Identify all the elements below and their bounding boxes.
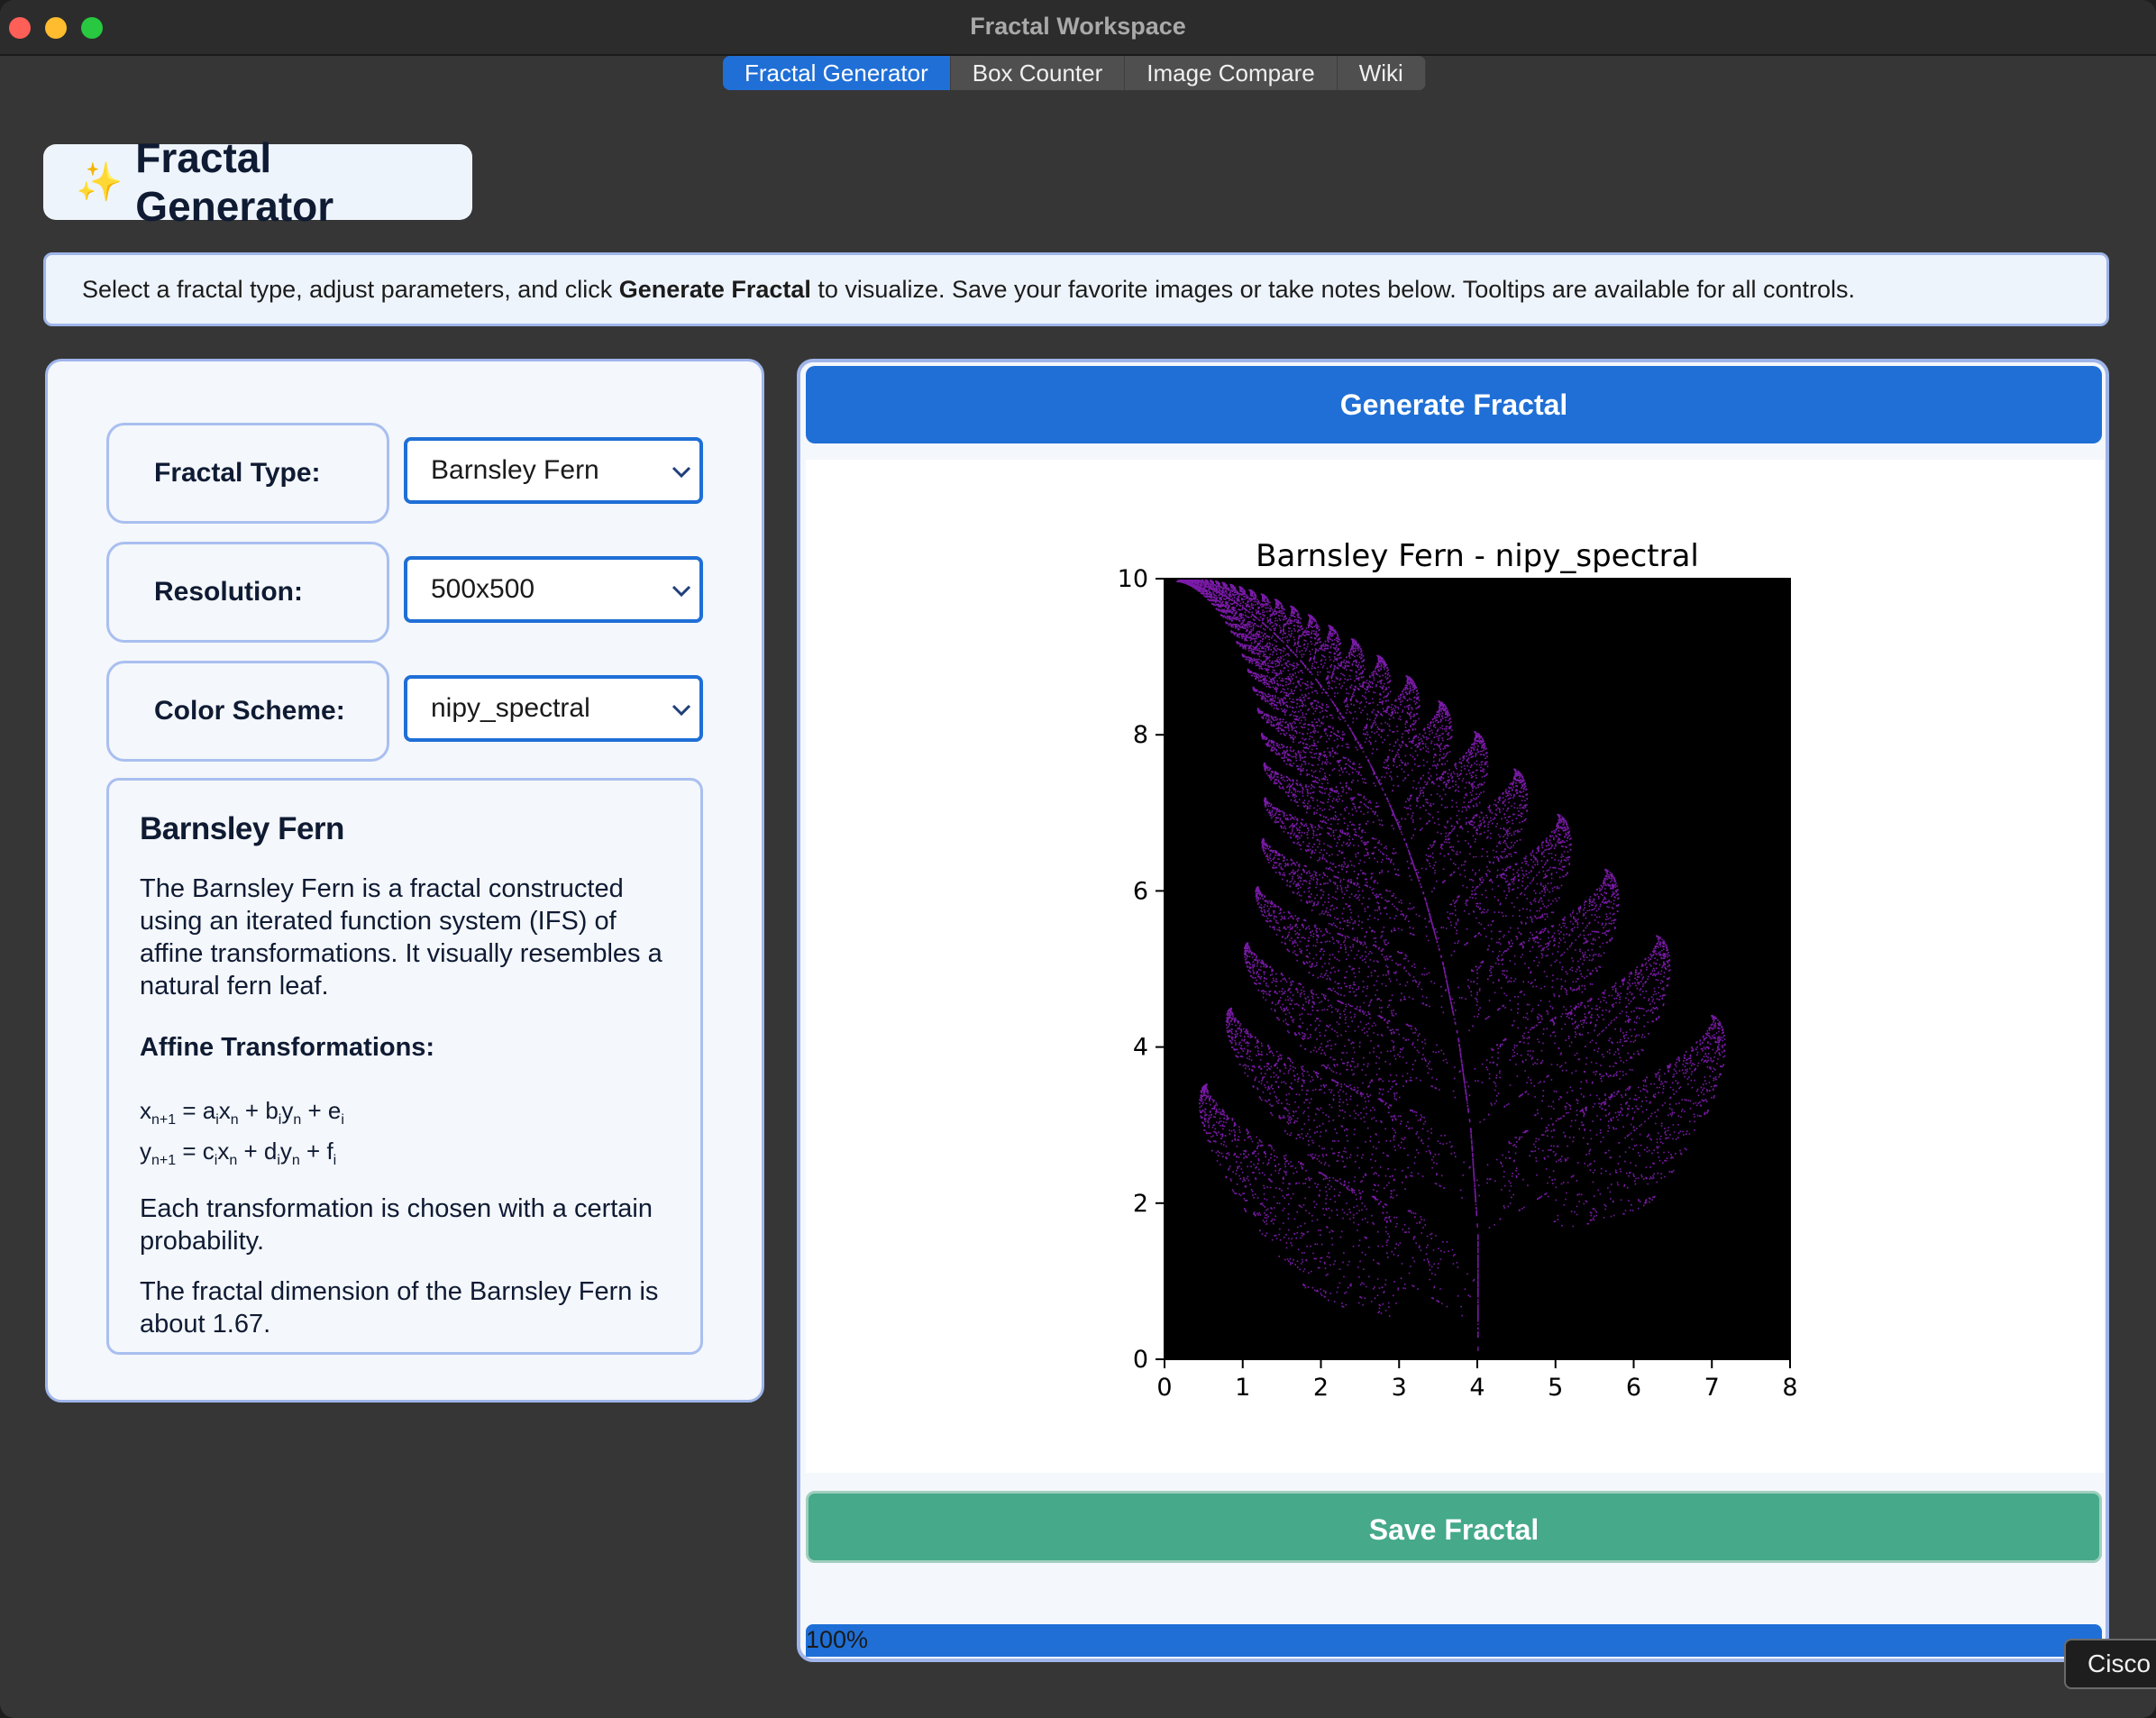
- info-description: The Barnsley Fern is a fractal construct…: [140, 874, 662, 1001]
- fractal-type-value: Barnsley Fern: [431, 455, 599, 485]
- tab-wiki[interactable]: Wiki: [1338, 56, 1426, 90]
- instructions-text-start: Select a fractal type, adjust parameters…: [82, 276, 619, 303]
- maximize-window-button[interactable]: [81, 17, 103, 39]
- y-tick-label: 8: [1133, 721, 1148, 749]
- sparkles-icon: ✨: [76, 160, 123, 203]
- x-tick-label: 0: [1156, 1374, 1172, 1402]
- resolution-label: Resolution:: [106, 542, 389, 643]
- fractal-chart: Barnsley Fern - nipy_spectral 0 1 2 3 4 5 6 7 80…: [1118, 538, 1798, 1402]
- fractal-type-label: Fractal Type:: [106, 423, 389, 524]
- x-tick-label: 8: [1782, 1374, 1797, 1402]
- y-tick-label: 2: [1133, 1190, 1148, 1218]
- chevron-down-icon: [671, 585, 691, 598]
- instructions-text-end: to visualize. Save your favorite images …: [810, 276, 1855, 303]
- x-tick-label: 5: [1548, 1374, 1563, 1402]
- progress-bar: 100%: [806, 1624, 2102, 1657]
- tab-box-counter[interactable]: Box Counter: [951, 56, 1126, 90]
- instructions-text-bold: Generate Fractal: [618, 276, 811, 303]
- page-title: Fractal Generator: [135, 134, 334, 230]
- y-tick-label: 4: [1133, 1034, 1148, 1062]
- progress-label: 100%: [806, 1626, 869, 1653]
- x-tick-label: 2: [1313, 1374, 1329, 1402]
- output-panel: Generate Fractal Barnsley Fern - nipy_sp…: [797, 359, 2109, 1662]
- resolution-value: 500x500: [431, 574, 535, 604]
- fractal-type-select[interactable]: Barnsley Fern: [404, 437, 703, 504]
- cisco-overlay-button[interactable]: Cisco: [2064, 1639, 2156, 1689]
- info-probability-note: Each transformation is chosen with a cer…: [140, 1194, 653, 1257]
- x-tick-label: 6: [1626, 1374, 1641, 1402]
- y-tick-label: 6: [1133, 877, 1148, 905]
- controls-panel: Fractal Type: Barnsley Fern Resolution: …: [45, 359, 764, 1403]
- color-scheme-select[interactable]: nipy_spectral: [404, 675, 703, 742]
- affine-formula: xn+1 = aixn + biyn + ei yn+1 = cixn + di…: [140, 1097, 344, 1169]
- resolution-select[interactable]: 500x500: [404, 556, 703, 623]
- x-tick-label: 1: [1235, 1374, 1250, 1402]
- x-tick-label: 3: [1392, 1374, 1407, 1402]
- x-tick-label: 7: [1704, 1374, 1720, 1402]
- info-dimension-note: The fractal dimension of the Barnsley Fe…: [140, 1277, 659, 1339]
- save-fractal-button[interactable]: Save Fractal: [806, 1491, 2102, 1563]
- x-tick-label: 4: [1469, 1374, 1485, 1402]
- page-heading: ✨ Fractal Generator: [43, 134, 472, 230]
- chart-axes: 0 1 2 3 4 5 6 7 8 0 2 4 6 8 10: [1118, 565, 1798, 1402]
- window-title: Fractal Workspace: [970, 13, 1186, 40]
- color-scheme-label: Color Scheme:: [106, 661, 389, 762]
- chevron-down-icon: [671, 704, 691, 717]
- fern-points: [1176, 578, 1726, 1351]
- chart-title: Barnsley Fern - nipy_spectral: [1256, 538, 1699, 574]
- close-window-button[interactable]: [9, 17, 31, 39]
- tab-fractal-generator[interactable]: Fractal Generator: [723, 56, 951, 90]
- title-bar: Fractal Workspace: [0, 0, 2156, 56]
- fern-point-cloud: [1176, 578, 1726, 1351]
- tab-bar: Fractal Generator Box Counter Image Comp…: [723, 56, 1426, 90]
- info-title: Barnsley Fern: [140, 811, 344, 846]
- info-transform-heading: Affine Transformations:: [140, 1033, 435, 1062]
- fractal-info-box: Barnsley Fern The Barnsley Fern is a fra…: [106, 778, 703, 1355]
- minimize-window-button[interactable]: [45, 17, 67, 39]
- generate-fractal-button[interactable]: Generate Fractal: [806, 366, 2102, 443]
- instructions-banner: Select a fractal type, adjust parameters…: [43, 252, 2109, 326]
- y-tick-label: 0: [1133, 1346, 1148, 1374]
- chevron-down-icon: [671, 466, 691, 479]
- tab-image-compare[interactable]: Image Compare: [1125, 56, 1338, 90]
- color-scheme-value: nipy_spectral: [431, 693, 590, 723]
- y-tick-label: 10: [1118, 565, 1148, 593]
